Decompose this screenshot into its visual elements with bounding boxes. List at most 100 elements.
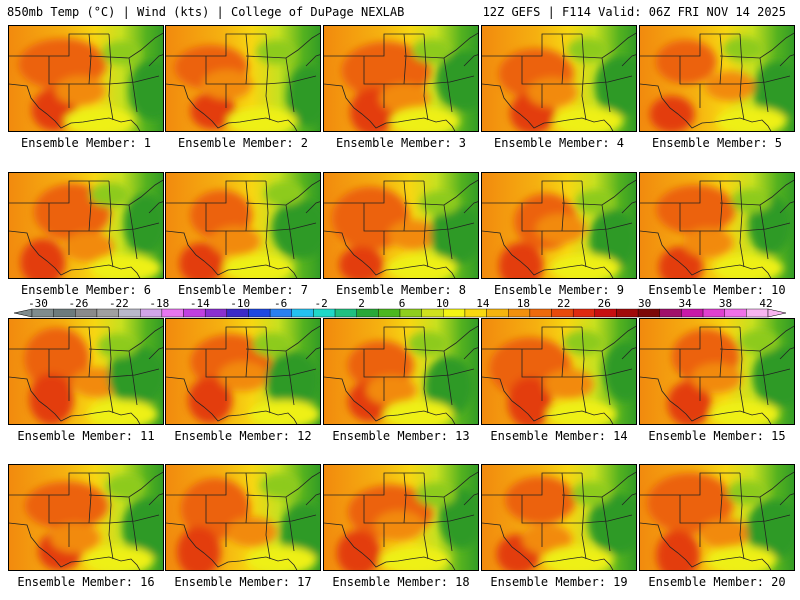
ensemble-member-label: Ensemble Member: 3 [335,136,467,150]
colorbar-swatch [746,308,769,318]
colorbar-swatch [226,308,249,318]
ensemble-map-panel [323,318,479,425]
colorbar-swatch [161,308,184,318]
colorbar-swatch [313,308,336,318]
weather-map-icon [482,319,636,424]
ensemble-map-panel [639,464,795,571]
colorbar-swatch [334,308,357,318]
weather-map-icon [9,173,163,278]
ensemble-map-panel [165,172,321,279]
weather-map-icon [166,465,320,570]
ensemble-map-panel [8,464,164,571]
ensemble-map-panel [323,464,479,571]
weather-map-icon [324,465,478,570]
ensemble-map-panel [639,25,795,132]
weather-map-icon [640,26,794,131]
colorbar-tick-label: -30 [28,297,48,310]
ensemble-map-panel [165,464,321,571]
ensemble-map-panel [8,172,164,279]
weather-map-icon [482,173,636,278]
colorbar-tick-label: -10 [230,297,251,310]
colorbar-swatch [356,308,379,318]
weather-map-icon [324,26,478,131]
colorbar-tick-label: -18 [149,297,170,310]
weather-map-icon [166,319,320,424]
weather-map-icon [9,26,163,131]
weather-map-icon [482,465,636,570]
colorbar-swatch [291,308,314,318]
weather-map-icon [166,26,320,131]
colorbar-swatch [616,308,639,318]
weather-map-icon [166,173,320,278]
ensemble-map-panel [639,318,795,425]
ensemble-map-panel [481,25,637,132]
colorbar-tick-label: 6 [398,297,406,310]
colorbar-tick-label: 38 [718,297,733,310]
weather-map-icon [640,319,794,424]
page-title: 850mb Temp (°C) | Wind (kts) | College o… [7,5,405,19]
ensemble-map-panel [8,318,164,425]
colorbar-swatch [681,308,704,318]
ensemble-member-label: Ensemble Member: 2 [177,136,309,150]
colorbar-swatch [53,308,76,318]
ensemble-member-label: Ensemble Member: 12 [174,429,312,443]
colorbar-swatch [702,308,725,318]
valid-time-label: 12Z GEFS | F114 Valid: 06Z FRI NOV 14 20… [482,5,786,19]
colorbar-swatch [464,308,487,318]
ensemble-member-label: Ensemble Member: 1 [20,136,152,150]
colorbar-swatch [659,308,682,318]
colorbar-tick-label: -6 [274,297,288,310]
colorbar-swatch [508,308,531,318]
colorbar-swatch [183,308,206,318]
colorbar-tick-label: 34 [678,297,692,310]
colorbar-swatch [31,308,54,318]
ensemble-member-label: Ensemble Member: 20 [648,575,786,589]
ensemble-member-label: Ensemble Member: 13 [332,429,470,443]
ensemble-member-label: Ensemble Member: 9 [493,283,625,297]
colorbar-tick-label: 22 [557,297,571,310]
weather-map-icon [324,173,478,278]
ensemble-member-label: Ensemble Member: 4 [493,136,625,150]
weather-map-icon [640,465,794,570]
colorbar-swatch [551,308,574,318]
ensemble-map-panel [639,172,795,279]
ensemble-member-label: Ensemble Member: 16 [17,575,155,589]
colorbar-tick-label: 14 [476,297,490,310]
ensemble-member-label: Ensemble Member: 18 [332,575,470,589]
colorbar-tick-label: -22 [108,297,129,310]
ensemble-map-panel [323,172,479,279]
colorbar-swatch [637,308,660,318]
colorbar-swatch [594,308,617,318]
temperature-colorbar [13,308,787,318]
weather-map-icon [324,319,478,424]
colorbar-swatch [486,308,509,318]
colorbar-tick-label: 18 [516,297,530,310]
ensemble-map-panel [165,318,321,425]
ensemble-map-panel [481,172,637,279]
ensemble-member-label: Ensemble Member: 14 [490,429,628,443]
ensemble-member-label: Ensemble Member: 17 [174,575,312,589]
colorbar-swatch [378,308,401,318]
colorbar-tick-label: -14 [189,297,210,310]
weather-map-icon [482,26,636,131]
colorbar-swatch [529,308,552,318]
colorbar-tick-label: 26 [597,297,611,310]
ensemble-member-label: Ensemble Member: 15 [648,429,786,443]
colorbar-swatch [443,308,466,318]
ensemble-member-label: Ensemble Member: 8 [335,283,467,297]
colorbar-swatch [572,308,596,318]
colorbar-swatch [399,308,422,318]
ensemble-map-panel [165,25,321,132]
colorbar-swatch [269,308,292,318]
colorbar-swatch [140,308,163,318]
ensemble-map-panel [481,318,637,425]
colorbar-tick-label: 2 [358,297,365,310]
ensemble-member-label: Ensemble Member: 7 [177,283,309,297]
colorbar-tick-label: -26 [68,297,89,310]
ensemble-map-panel [481,464,637,571]
weather-map-icon [9,465,163,570]
colorbar-swatch [421,308,444,318]
colorbar-tick-label: 42 [759,297,773,310]
weather-map-icon [9,319,163,424]
colorbar-swatch [118,308,141,318]
